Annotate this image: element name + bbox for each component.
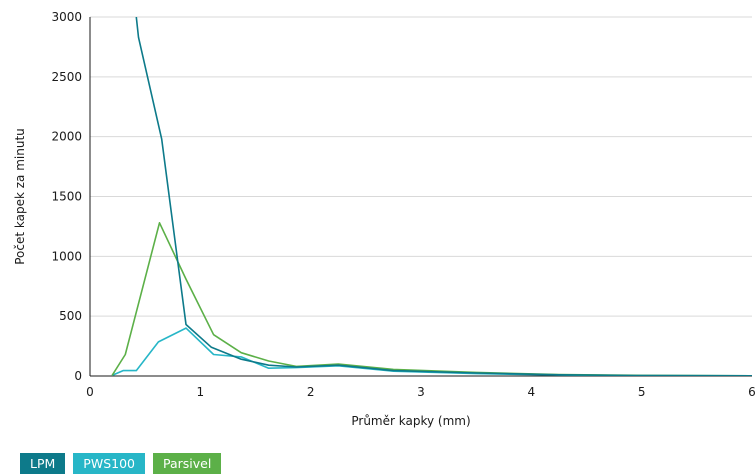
x-tick-labels: 0 1 2 3 4 5 6 (86, 385, 755, 399)
x-tick-label: 0 (86, 385, 94, 399)
x-axis-title: Průměr kapky (mm) (351, 414, 470, 428)
x-tick-label: 3 (417, 385, 425, 399)
y-tick-label: 0 (74, 369, 82, 383)
x-tick-label: 5 (638, 385, 646, 399)
y-tick-label: 500 (59, 309, 82, 323)
series-line-parsivel (111, 222, 753, 376)
x-tick-label: 2 (307, 385, 315, 399)
legend-item-lpm: LPM (20, 453, 66, 474)
y-tick-label: 3000 (51, 10, 82, 24)
y-axis-title: Počet kapek za minutu (13, 128, 27, 265)
x-tick-label: 6 (748, 385, 755, 399)
x-tick-label: 1 (197, 385, 205, 399)
y-tick-label: 1000 (51, 249, 82, 263)
grid-lines (90, 16, 752, 317)
y-tick-labels: 0 500 1000 1500 2000 2500 3000 (51, 10, 82, 383)
y-tick-label: 2000 (51, 130, 82, 144)
legend-item-pws100: PWS100 (73, 453, 145, 474)
legend-item-parsivel: Parsivel (153, 453, 222, 474)
series-line-pws100 (111, 327, 753, 376)
legend: LPM PWS100 Parsivel (20, 453, 222, 474)
y-tick-label: 1500 (51, 190, 82, 204)
y-tick-label: 2500 (51, 70, 82, 84)
series-lines (111, 17, 753, 376)
x-tick-label: 4 (528, 385, 536, 399)
series-line-lpm (135, 17, 753, 376)
